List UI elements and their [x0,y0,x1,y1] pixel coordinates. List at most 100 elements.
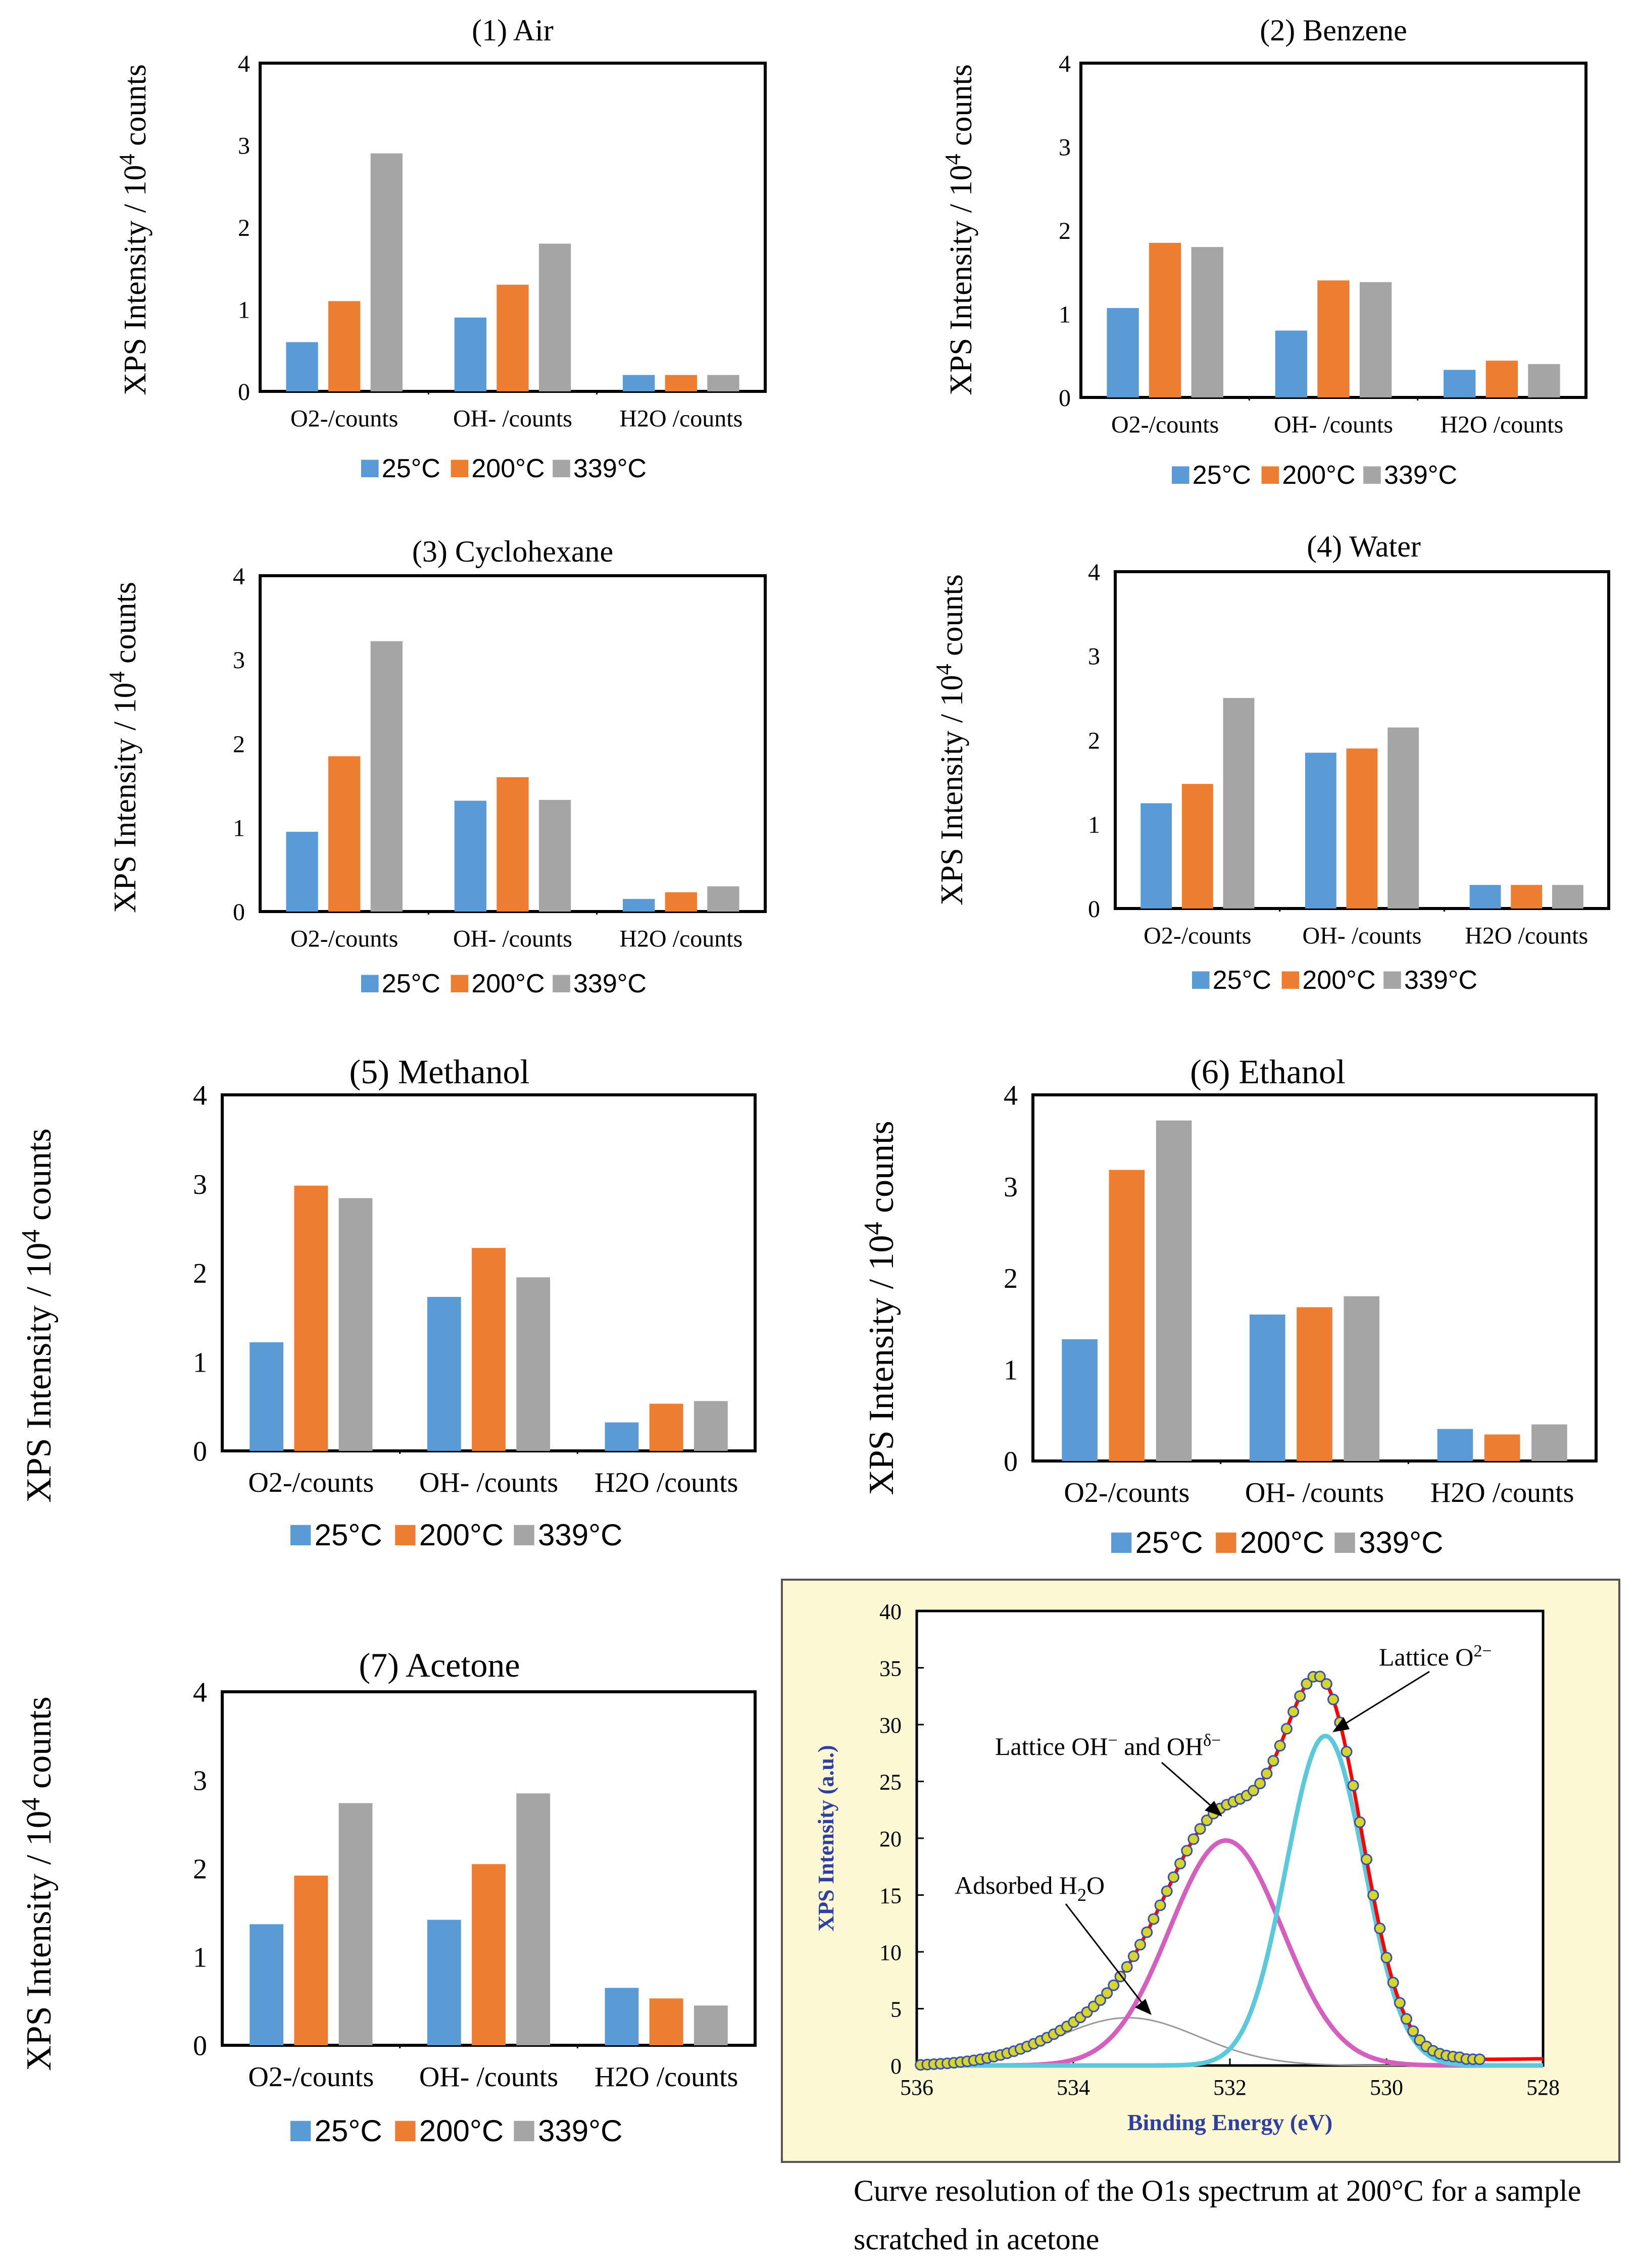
y-tick-label: 4 [193,1677,207,1708]
x-tick-label: O2-/counts [1111,412,1219,438]
y-tick-label: 4 [1004,1080,1018,1112]
data-point [1347,1780,1359,1792]
bar-OH- /counts-200°C [472,1864,506,2045]
bar-OH- /counts-339°C [1387,727,1419,909]
legend-swatch-200°C [1281,971,1300,989]
bar-O2-/counts-200°C [294,1876,328,2045]
y-tick-label: 3 [193,1169,207,1200]
y-tick-label: 1 [193,1942,207,1974]
data-point [1407,2025,1419,2037]
legend-swatch-200°C [395,2121,416,2141]
bar-chart-1: (1) Air XPS Intensity / 104 counts 0 1 2 3 4 O2… [115,14,767,483]
data-point [1201,1815,1213,1827]
bar-H2O /counts-25°C [1444,370,1476,397]
x-tick-label: OH- /counts [453,406,572,432]
component-curve-3 [917,1733,1543,2068]
legend-label: 200°C [471,969,544,998]
x-tick-label: 534 [1057,2075,1090,2100]
bar-OH- /counts-25°C [1249,1315,1285,1461]
legend-swatch-339°C [553,460,570,477]
bar-H2O /counts-25°C [623,375,655,391]
y-tick-label: 2 [1004,1263,1018,1294]
data-point [1267,1755,1279,1767]
data-point [1248,1785,1259,1797]
legend-swatch-25°C [1111,1532,1132,1553]
legend-swatch-200°C [1261,466,1279,484]
x-tick-label: H2O /counts [594,2061,738,2093]
data-point [1127,1950,1139,1962]
x-tick-label: OH- /counts [453,926,572,952]
legend-label: 339°C [1359,1526,1443,1559]
data-point [1394,1997,1406,2009]
data-point [1181,1845,1193,1857]
y-tick-label: 1 [233,815,245,842]
x-tick-label: O2-/counts [290,406,398,432]
legend-label: 339°C [573,969,647,998]
data-point [1141,1926,1153,1938]
y-tick-label: 4 [1088,559,1100,586]
y-tick-label: 2 [233,731,245,758]
legend-swatch-200°C [1216,1532,1236,1553]
y-tick-label: 10 [879,1940,902,1965]
y-tick-label: 35 [879,1656,902,1681]
y-axis-label: XPS Intensity (a.u.) [814,1745,838,1931]
bar-O2-/counts-339°C [1191,247,1223,397]
y-tick-label: 4 [1059,51,1071,77]
y-tick-label: 3 [233,647,245,674]
legend-swatch-339°C [514,2121,534,2141]
bar-O2-/counts-200°C [1149,242,1181,397]
legend-swatch-25°C [361,460,379,477]
data-point [1401,2013,1412,2025]
arrow-head [1332,1717,1350,1732]
legend-swatch-25°C [1192,971,1210,989]
data-point [1380,1951,1393,1963]
legend-label: 25°C [1193,461,1251,490]
y-tick-label: 0 [1088,896,1100,923]
legend-swatch-200°C [451,460,469,477]
y-tick-label: 0 [193,2031,207,2062]
x-tick-label: H2O /counts [619,406,742,432]
data-point [1320,1678,1332,1690]
legend-label: 200°C [419,1518,504,1552]
legend-label: 339°C [1384,461,1457,490]
x-tick-label: O2-/counts [1064,1477,1189,1508]
bar-H2O /counts-339°C [1528,364,1560,397]
data-point [1154,1899,1166,1911]
legend-swatch-25°C [290,1525,311,1545]
y-tick-label: 3 [1088,643,1100,670]
chart-title: (7) Acetone [359,1646,520,1684]
figure-caption: Curve resolution of the O1s spectrum at … [854,2174,1581,2256]
y-tick-label: 5 [890,1997,902,2022]
bar-O2-/counts-25°C [1107,308,1139,397]
arrow-line [1065,1903,1147,2008]
legend-label: 200°C [1282,461,1355,490]
arrow-head [1135,1999,1152,2015]
bar-H2O /counts-339°C [693,2005,728,2045]
x-tick-label: 528 [1526,2075,1560,2100]
data-point [1121,1961,1133,1973]
data-point [1108,1979,1120,1991]
arrow-line [1339,1671,1430,1728]
bar-OH- /counts-25°C [454,800,487,912]
bar-H2O /counts-339°C [1552,885,1583,909]
x-axis-label: Binding Energy (eV) [1127,2109,1332,2135]
x-tick-label: 530 [1370,2075,1403,2100]
bar-OH- /counts-200°C [472,1248,506,1451]
legend-label: 25°C [382,454,440,483]
legend-label: 339°C [538,1518,622,1552]
bar-O2-/counts-200°C [1109,1170,1145,1461]
bar-O2-/counts-25°C [1140,803,1172,909]
y-tick-label: 20 [879,1827,902,1851]
bar-OH- /counts-200°C [1317,280,1350,397]
y-tick-label: 15 [879,1884,902,1908]
legend-label: 200°C [471,454,544,483]
legend-label: 25°C [315,1518,382,1552]
data-point [1101,1987,1113,1999]
y-tick-label: 3 [1004,1172,1018,1203]
bar-OH- /counts-339°C [516,1277,551,1451]
chart-title: (1) Air [472,14,554,47]
bar-chart-7: (7) Acetone XPS Intensity / 104 counts 0 1 2… [17,1646,757,2148]
legend-label: 25°C [315,2114,382,2148]
x-tick-label: H2O /counts [619,926,742,952]
